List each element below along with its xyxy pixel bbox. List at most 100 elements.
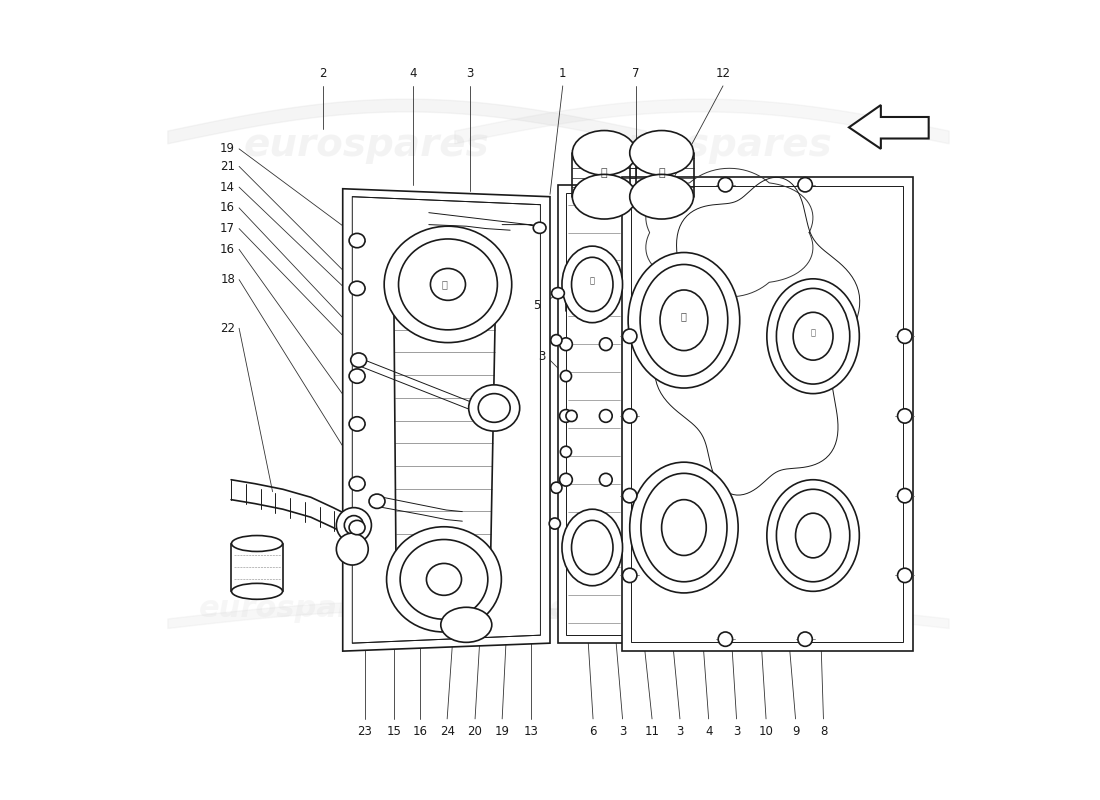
Ellipse shape [565, 410, 578, 422]
Text: 10: 10 [759, 726, 773, 738]
Ellipse shape [469, 385, 519, 431]
Ellipse shape [600, 474, 613, 486]
Text: 15: 15 [386, 726, 402, 738]
Text: eurospares: eurospares [198, 594, 392, 623]
Polygon shape [352, 197, 540, 643]
Ellipse shape [400, 539, 487, 619]
Ellipse shape [600, 410, 613, 422]
Text: 𝔉: 𝔉 [601, 168, 607, 178]
Ellipse shape [793, 312, 833, 360]
Text: 5: 5 [534, 299, 540, 313]
Ellipse shape [351, 353, 366, 367]
Ellipse shape [623, 409, 637, 423]
Ellipse shape [898, 409, 912, 423]
Ellipse shape [660, 290, 708, 350]
Ellipse shape [661, 500, 706, 555]
Text: 𝔉: 𝔉 [811, 329, 815, 338]
Text: 22: 22 [220, 322, 235, 334]
Polygon shape [558, 185, 629, 643]
Ellipse shape [623, 568, 637, 582]
Ellipse shape [767, 480, 859, 591]
Text: eurospares: eurospares [244, 126, 490, 164]
Ellipse shape [384, 226, 512, 342]
Polygon shape [849, 105, 928, 149]
Text: 3: 3 [733, 726, 740, 738]
Text: 2: 2 [319, 66, 327, 79]
Ellipse shape [337, 508, 372, 542]
Text: 20: 20 [468, 726, 483, 738]
Polygon shape [621, 177, 913, 651]
Ellipse shape [560, 446, 572, 458]
Ellipse shape [623, 489, 637, 503]
Ellipse shape [718, 178, 733, 192]
Ellipse shape [551, 334, 562, 346]
Text: 18: 18 [220, 273, 235, 286]
Text: 𝔉: 𝔉 [658, 168, 664, 178]
Ellipse shape [398, 239, 497, 330]
Ellipse shape [572, 174, 636, 219]
Text: 17: 17 [220, 222, 235, 235]
Ellipse shape [641, 474, 727, 582]
Ellipse shape [560, 474, 572, 486]
Text: 4: 4 [409, 66, 417, 79]
Text: eurospares: eurospares [586, 126, 833, 164]
Ellipse shape [629, 462, 738, 593]
Ellipse shape [349, 369, 365, 383]
Ellipse shape [562, 510, 623, 586]
Ellipse shape [349, 417, 365, 431]
Ellipse shape [629, 174, 693, 219]
Ellipse shape [795, 514, 830, 558]
Ellipse shape [777, 288, 850, 384]
Text: 13: 13 [524, 726, 538, 738]
Text: 21: 21 [220, 160, 235, 173]
Text: 𝔉: 𝔉 [590, 276, 595, 285]
Ellipse shape [798, 632, 812, 646]
Ellipse shape [427, 563, 462, 595]
Text: 3: 3 [538, 350, 546, 363]
Ellipse shape [534, 222, 546, 234]
Text: 11: 11 [645, 726, 660, 738]
Ellipse shape [623, 329, 637, 343]
Ellipse shape [572, 258, 613, 311]
Polygon shape [631, 186, 903, 642]
Ellipse shape [898, 329, 912, 343]
Text: 16: 16 [220, 202, 235, 214]
Text: 3: 3 [619, 726, 626, 738]
Ellipse shape [549, 518, 560, 529]
Ellipse shape [344, 515, 363, 534]
Ellipse shape [562, 246, 623, 322]
Text: 19: 19 [220, 142, 235, 155]
Ellipse shape [551, 287, 564, 298]
Text: 8: 8 [820, 726, 827, 738]
Ellipse shape [231, 583, 283, 599]
Polygon shape [565, 193, 621, 635]
Ellipse shape [767, 279, 859, 394]
Text: 16: 16 [412, 726, 428, 738]
Ellipse shape [337, 533, 368, 565]
Text: 9: 9 [792, 726, 800, 738]
Ellipse shape [386, 526, 502, 632]
Ellipse shape [349, 520, 365, 534]
Polygon shape [231, 543, 283, 591]
Text: 3: 3 [676, 726, 683, 738]
Text: 12: 12 [715, 66, 730, 79]
Text: 19: 19 [495, 726, 509, 738]
Ellipse shape [898, 489, 912, 503]
Ellipse shape [231, 535, 283, 551]
Text: 6: 6 [590, 726, 597, 738]
Ellipse shape [430, 269, 465, 300]
Ellipse shape [798, 178, 812, 192]
Ellipse shape [628, 253, 739, 388]
Ellipse shape [572, 130, 636, 175]
Text: 𝔉: 𝔉 [441, 279, 447, 290]
Text: 3: 3 [466, 66, 474, 79]
Ellipse shape [349, 234, 365, 248]
Ellipse shape [560, 338, 572, 350]
Ellipse shape [349, 477, 365, 491]
Ellipse shape [560, 370, 572, 382]
Ellipse shape [718, 632, 733, 646]
Text: 𝔉: 𝔉 [681, 311, 686, 322]
Ellipse shape [600, 338, 613, 350]
Text: 24: 24 [440, 726, 454, 738]
Ellipse shape [368, 494, 385, 509]
